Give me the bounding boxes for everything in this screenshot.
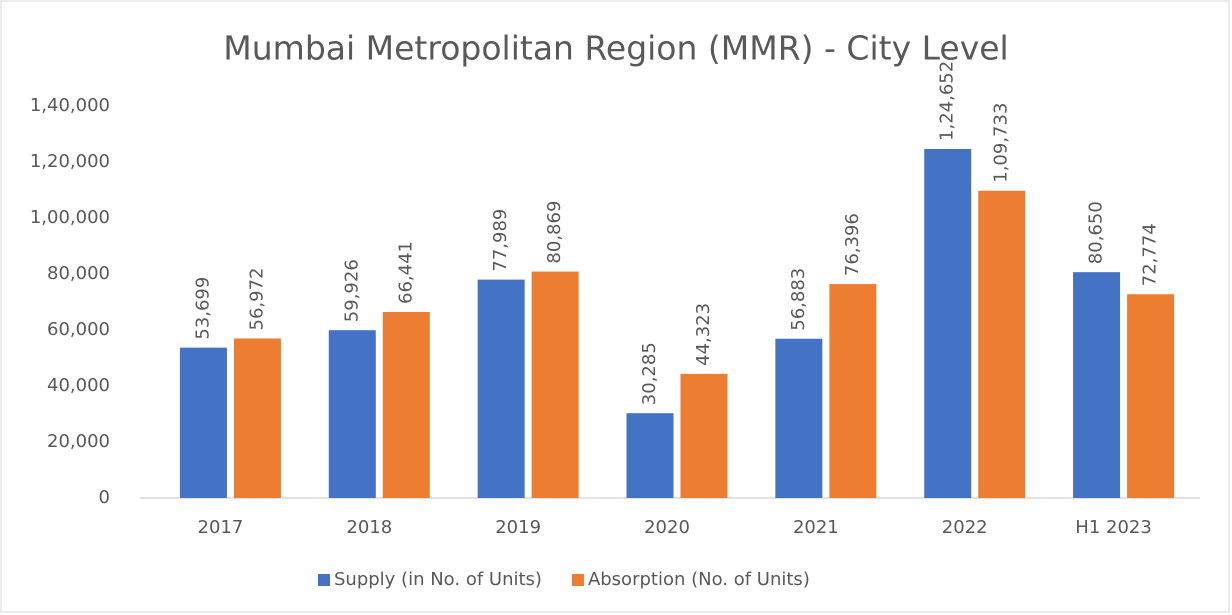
- y-tick-label: 80,000: [47, 263, 110, 284]
- x-tick-label: 2022: [942, 517, 988, 538]
- bar: [978, 190, 1026, 498]
- x-tick-label: 2021: [793, 517, 839, 538]
- legend-swatch: [318, 574, 330, 586]
- x-tick-label: 2020: [644, 517, 690, 538]
- bar: [924, 148, 972, 498]
- data-label: 56,883: [788, 268, 809, 331]
- data-label: 77,989: [490, 209, 511, 272]
- y-tick-label: 1,20,000: [30, 151, 110, 172]
- data-label: 30,285: [639, 342, 660, 405]
- data-label: 80,650: [1086, 201, 1107, 264]
- legend-label: Supply (in No. of Units): [334, 569, 542, 590]
- bar: [680, 373, 728, 498]
- bar: [179, 347, 227, 498]
- legend-swatch: [571, 574, 584, 586]
- legend-label: Absorption (No. of Units): [588, 569, 810, 590]
- data-label: 59,926: [341, 259, 362, 322]
- chart-title: Mumbai Metropolitan Region (MMR) - City …: [223, 29, 1008, 68]
- bar: [233, 338, 281, 498]
- data-label: 76,396: [842, 213, 863, 276]
- bar: [328, 330, 376, 498]
- x-tick-label: 2017: [198, 517, 244, 538]
- bar: [1073, 272, 1121, 498]
- y-tick-label: 0: [99, 487, 110, 508]
- bar: [775, 338, 823, 498]
- y-tick-label: 40,000: [47, 375, 110, 396]
- bar: [829, 284, 877, 498]
- x-tick-label: 2019: [495, 517, 541, 538]
- bar: [477, 279, 525, 498]
- x-tick-label: H1 2023: [1075, 517, 1152, 538]
- y-tick-label: 1,00,000: [30, 207, 110, 228]
- bar: [531, 271, 579, 498]
- data-label: 80,869: [544, 201, 565, 264]
- data-label: 56,972: [246, 267, 267, 330]
- bar: [1127, 294, 1175, 498]
- data-label: 72,774: [1140, 223, 1161, 286]
- bar: [626, 413, 674, 498]
- data-label: 44,323: [693, 303, 714, 366]
- y-tick-label: 1,40,000: [30, 95, 110, 116]
- data-label: 66,441: [395, 241, 416, 304]
- x-tick-label: 2018: [346, 517, 392, 538]
- bar: [382, 311, 430, 498]
- data-label: 53,699: [192, 277, 213, 340]
- y-tick-label: 60,000: [47, 319, 110, 340]
- y-tick-label: 20,000: [47, 431, 110, 452]
- data-label: 1,09,733: [991, 103, 1012, 183]
- data-label: 1,24,652: [937, 61, 958, 141]
